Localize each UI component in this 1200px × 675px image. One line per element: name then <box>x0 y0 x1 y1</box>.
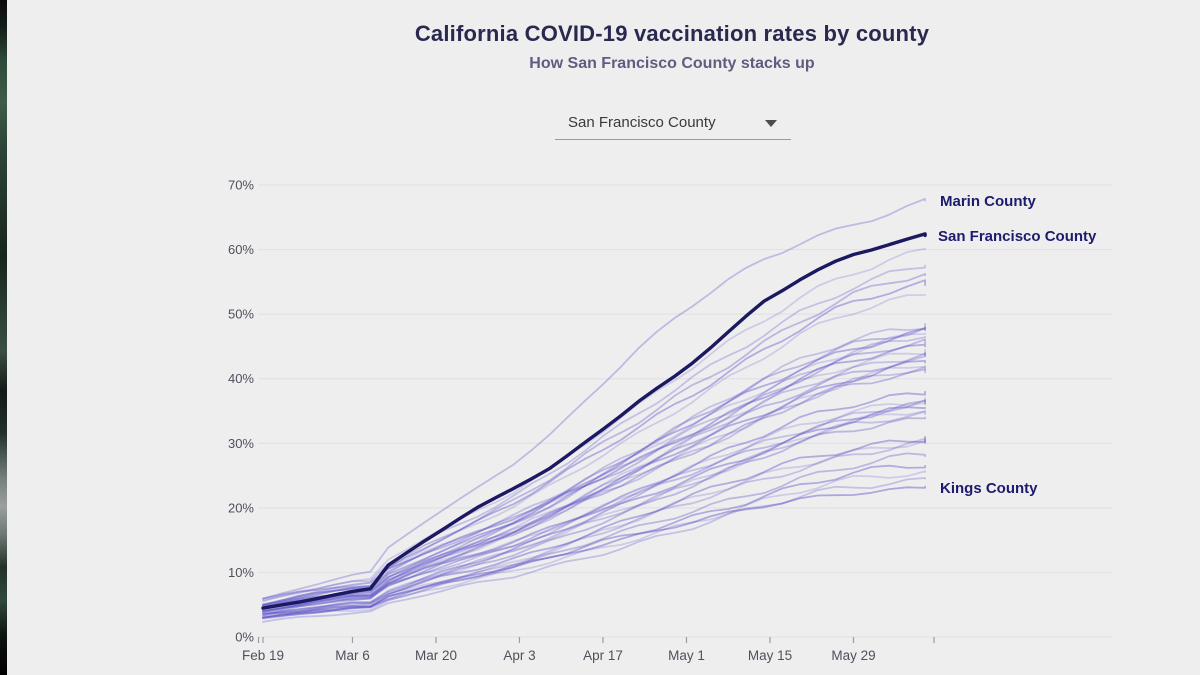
kings-county-line-label: Kings County <box>940 480 1038 497</box>
county-line <box>262 327 926 610</box>
y-tick-label: 50% <box>228 307 254 322</box>
county-line <box>262 360 926 609</box>
county-line <box>262 470 926 620</box>
x-tick-label: May 1 <box>668 648 705 663</box>
county-line <box>262 326 926 607</box>
county-line <box>262 397 926 609</box>
county-line <box>262 410 926 617</box>
chevron-down-icon <box>765 120 777 127</box>
page-subtitle: How San Francisco County stacks up <box>529 55 815 72</box>
county-line <box>262 410 926 619</box>
y-tick-label: 20% <box>228 500 254 515</box>
y-tick-label: 70% <box>228 178 254 193</box>
x-tick-label: Mar 20 <box>415 648 457 663</box>
county-line <box>262 464 926 615</box>
county-line <box>262 366 926 613</box>
county-line <box>262 452 926 618</box>
desktop-wallpaper-edge <box>0 0 7 675</box>
kings-county-line <box>262 485 926 619</box>
y-tick-label: 30% <box>228 436 254 451</box>
county-line <box>262 352 926 617</box>
y-tick-label: 40% <box>228 371 254 386</box>
y-tick-label: 10% <box>228 565 254 580</box>
county-line <box>262 435 926 615</box>
county-line <box>262 364 926 611</box>
county-line <box>262 368 926 607</box>
san-francisco-county-line-label: San Francisco County <box>938 228 1097 245</box>
county-line <box>262 352 926 613</box>
x-tick-label: Apr 3 <box>503 648 535 663</box>
county-line <box>262 477 926 623</box>
marin-county-line-label: Marin County <box>940 193 1036 210</box>
county-line <box>262 416 926 619</box>
x-tick-label: May 15 <box>748 648 792 663</box>
x-tick-label: Feb 19 <box>242 648 284 663</box>
county-line <box>262 348 926 612</box>
x-tick-label: Mar 6 <box>335 648 370 663</box>
county-selector-value: San Francisco County <box>568 114 716 131</box>
county-line <box>262 264 926 602</box>
county-line <box>262 338 926 610</box>
county-line <box>262 437 926 619</box>
marin-county-line <box>262 198 926 600</box>
x-tick-label: Apr 17 <box>583 648 623 663</box>
county-line <box>262 343 926 600</box>
county-line <box>262 247 926 603</box>
county-line <box>262 332 926 608</box>
county-line <box>262 293 926 606</box>
county-line <box>262 439 926 619</box>
county-line <box>262 406 926 614</box>
x-tick-label: May 29 <box>831 648 875 663</box>
page-title: California COVID-19 vaccination rates by… <box>414 21 930 46</box>
y-tick-label: 60% <box>228 242 254 257</box>
county-line <box>262 400 926 609</box>
county-selector-dropdown[interactable]: San Francisco County <box>555 109 791 140</box>
san-francisco-county-line <box>261 232 927 610</box>
county-line <box>262 399 926 613</box>
y-tick-label: 0% <box>235 630 254 645</box>
county-line <box>262 335 926 612</box>
county-line <box>262 390 926 612</box>
